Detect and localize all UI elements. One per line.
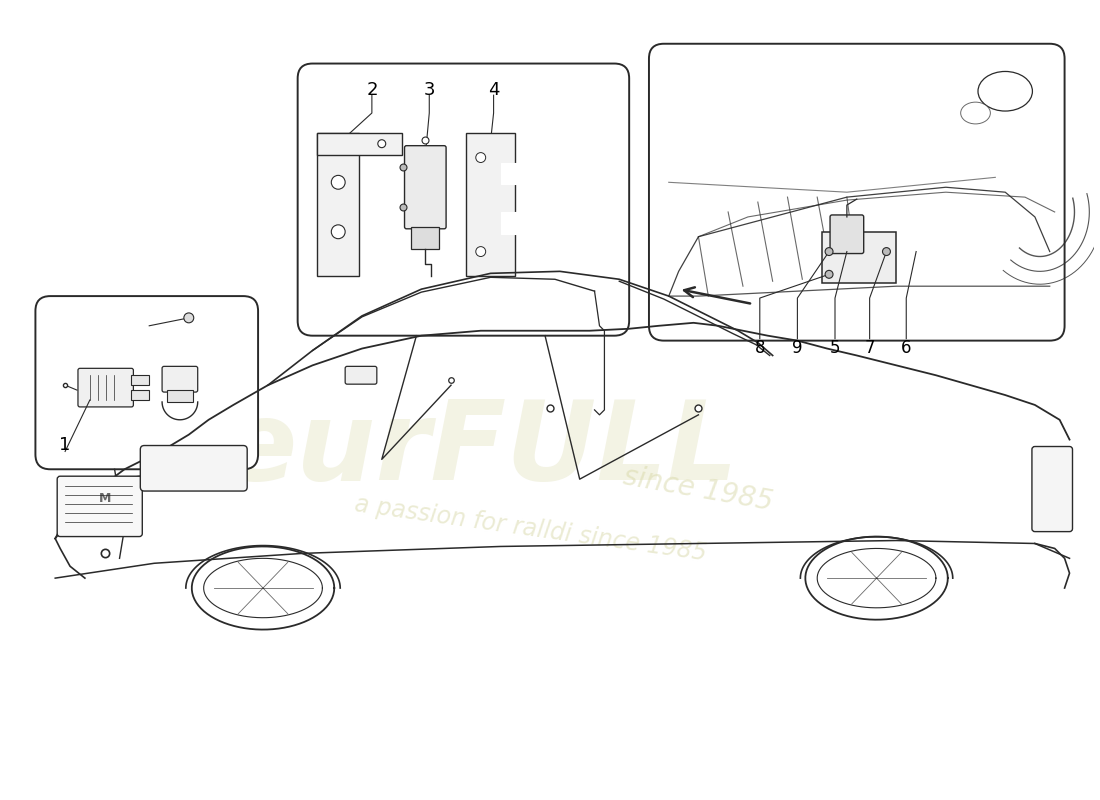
Bar	[131, 390, 150, 400]
Text: since 1985: since 1985	[621, 462, 775, 516]
FancyBboxPatch shape	[78, 368, 133, 407]
FancyBboxPatch shape	[345, 366, 377, 384]
Bar	[500, 162, 518, 184]
Bar	[318, 133, 359, 276]
FancyBboxPatch shape	[830, 215, 864, 254]
Ellipse shape	[978, 71, 1033, 111]
Ellipse shape	[960, 102, 990, 124]
Circle shape	[184, 313, 194, 323]
Bar	[318, 133, 402, 154]
Text: eurFULL: eurFULL	[222, 396, 739, 503]
FancyBboxPatch shape	[649, 44, 1065, 341]
FancyBboxPatch shape	[162, 366, 198, 392]
Circle shape	[476, 246, 486, 257]
Text: 6: 6	[901, 338, 912, 357]
Text: 2: 2	[366, 82, 377, 99]
Text: 5: 5	[829, 338, 840, 357]
Text: 4: 4	[487, 82, 499, 99]
Circle shape	[825, 270, 833, 278]
Bar	[466, 133, 516, 276]
Bar	[167, 390, 192, 402]
Circle shape	[476, 153, 486, 162]
Text: a passion for ralldi since 1985: a passion for ralldi since 1985	[353, 492, 707, 566]
FancyBboxPatch shape	[35, 296, 258, 470]
Circle shape	[331, 175, 345, 190]
FancyBboxPatch shape	[1032, 446, 1072, 532]
Text: 1: 1	[59, 437, 70, 454]
Bar	[131, 375, 150, 385]
Circle shape	[331, 225, 345, 238]
Circle shape	[882, 248, 890, 255]
Text: 8: 8	[755, 338, 764, 357]
Text: 7: 7	[865, 338, 874, 357]
Text: 3: 3	[424, 82, 434, 99]
Circle shape	[377, 140, 386, 148]
FancyBboxPatch shape	[405, 146, 447, 229]
Circle shape	[825, 248, 833, 255]
FancyBboxPatch shape	[57, 476, 142, 537]
FancyBboxPatch shape	[298, 63, 629, 336]
Text: M: M	[99, 493, 111, 506]
Bar	[500, 212, 518, 234]
FancyBboxPatch shape	[141, 446, 248, 491]
Bar	[822, 232, 896, 283]
Bar	[411, 227, 439, 249]
Text: 9: 9	[792, 338, 803, 357]
